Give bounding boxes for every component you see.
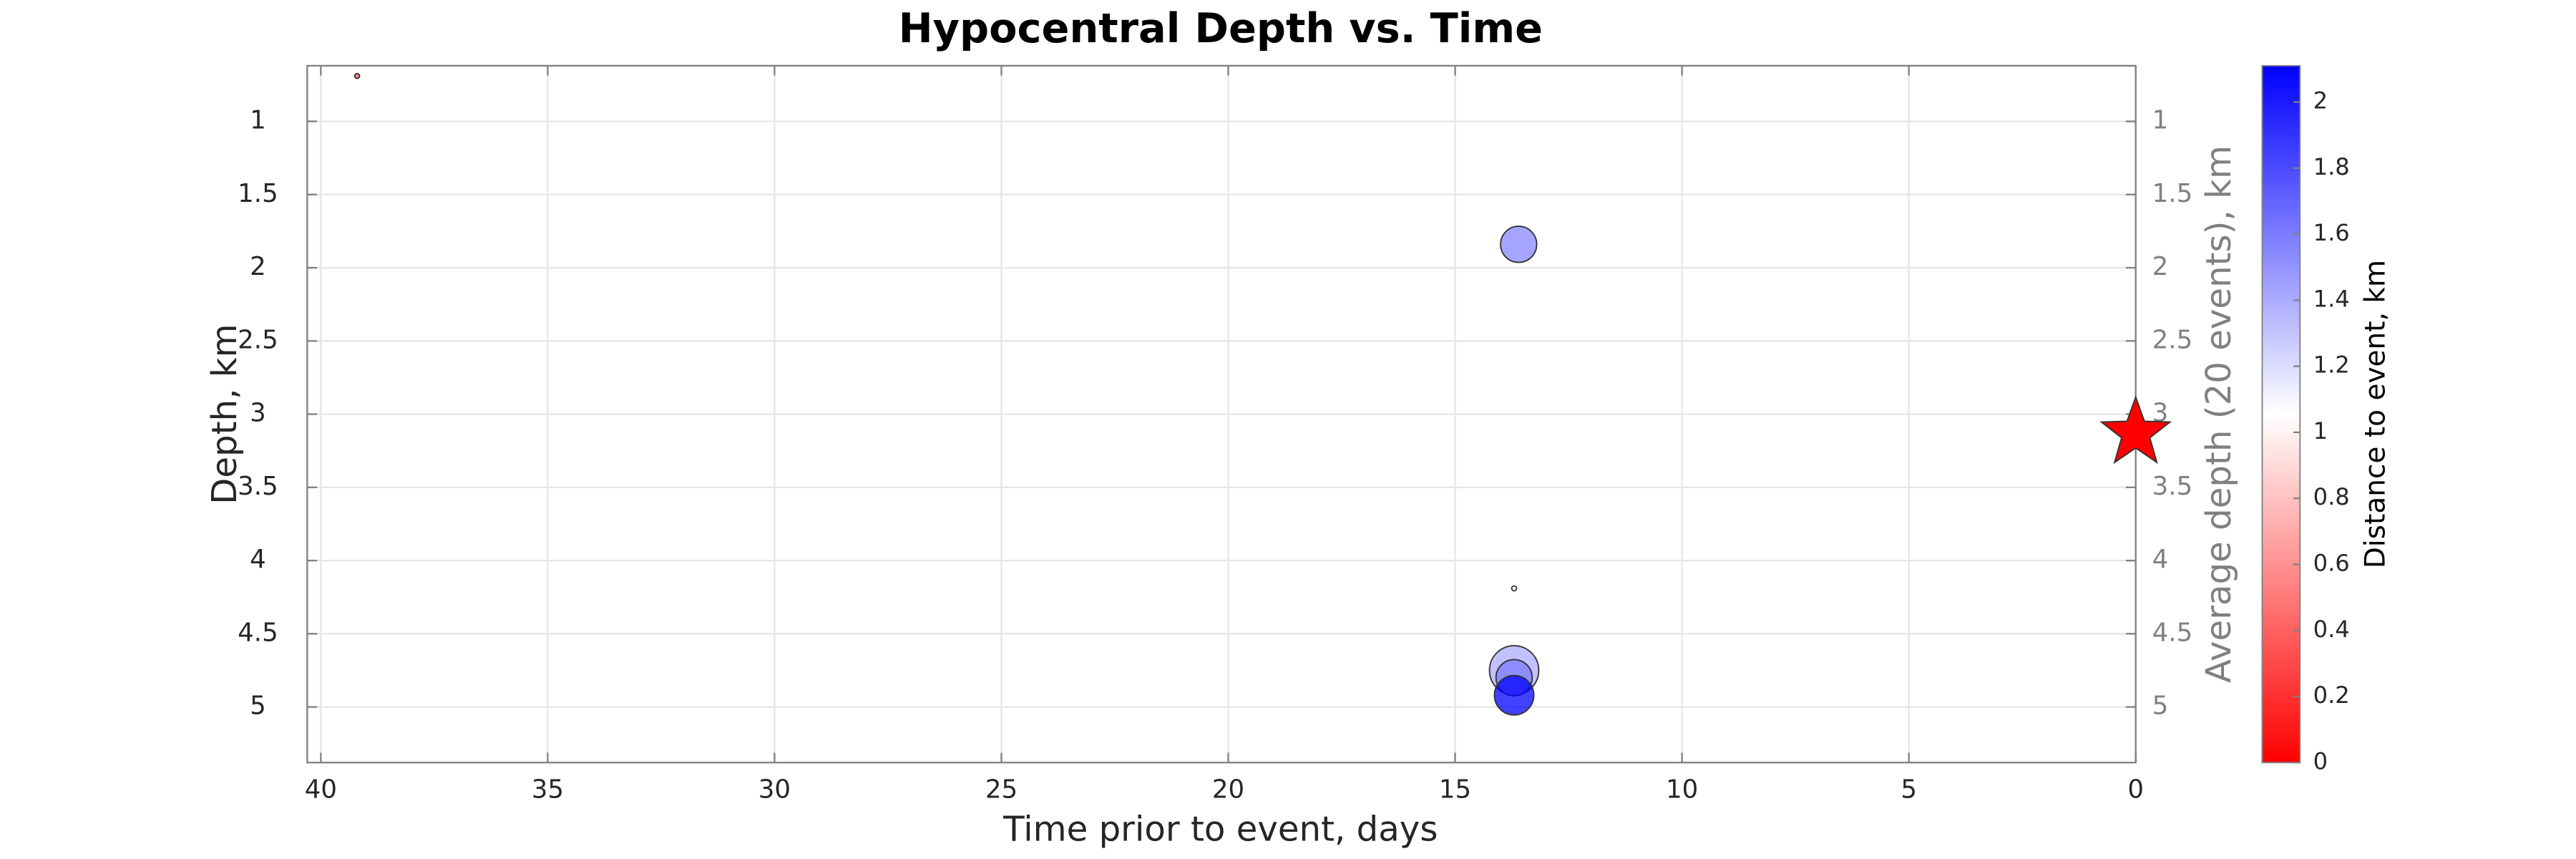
colorbar-tick-label: 0.6 [2313, 549, 2350, 576]
y-tick-label: 1 [250, 106, 266, 135]
data-point [1493, 674, 1535, 716]
y-axis-label: Depth, km [205, 324, 245, 504]
x-tick-label: 0 [2127, 775, 2144, 804]
y2-tick-label: 3.5 [2152, 472, 2193, 501]
y-tick-label: 4.5 [238, 618, 278, 647]
colorbar-tick-label: 1.4 [2313, 285, 2350, 312]
colorbar-tick-label: 1.2 [2313, 351, 2350, 379]
colorbar [2261, 64, 2301, 764]
y2-tick-label: 4.5 [2152, 618, 2193, 647]
colorbar-tick-label: 1 [2313, 417, 2328, 445]
data-point [1511, 585, 1518, 592]
x-tick-label: 40 [305, 775, 337, 804]
x-tick-label: 35 [532, 775, 564, 804]
x-axis-label: Time prior to event, days [1002, 810, 1438, 850]
colorbar-label: Distance to event, km [2360, 260, 2392, 568]
data-point [353, 72, 361, 79]
y-tick-label: 5 [250, 691, 266, 721]
y-tick-label: 4 [250, 545, 266, 574]
x-tick-label: 20 [1212, 775, 1244, 804]
mainshock-star [2099, 394, 2172, 465]
y2-tick-label: 4 [2152, 545, 2169, 574]
colorbar-tick-label: 0 [2313, 747, 2328, 775]
colorbar-tick-label: 1.8 [2313, 153, 2350, 180]
y2-tick-label: 1.5 [2152, 179, 2193, 208]
y2-axis-label: Average depth (20 events), km [2199, 145, 2239, 683]
y2-tick-label: 5 [2152, 691, 2169, 721]
colorbar-tick-label: 0.4 [2313, 616, 2350, 643]
y-tick-label: 2.5 [238, 325, 278, 354]
colorbar-tick-label: 1.6 [2313, 219, 2350, 246]
y2-tick-label: 1 [2152, 106, 2169, 135]
x-tick-label: 5 [1901, 775, 1917, 804]
y-tick-label: 3.5 [238, 472, 278, 501]
y2-tick-label: 3 [2152, 399, 2169, 428]
y-tick-label: 3 [250, 399, 266, 428]
x-tick-label: 25 [985, 775, 1018, 804]
y2-tick-label: 2.5 [2152, 325, 2193, 354]
colorbar-tick-label: 0.2 [2313, 681, 2350, 709]
x-tick-label: 15 [1439, 775, 1471, 804]
x-tick-label: 10 [1666, 775, 1698, 804]
x-tick-label: 30 [758, 775, 791, 804]
chart-title: Hypocentral Depth vs. Time [899, 4, 1543, 52]
y-tick-label: 2 [250, 252, 266, 281]
colorbar-tick-label: 0.8 [2313, 483, 2350, 510]
data-point [1500, 225, 1538, 263]
y-tick-label: 1.5 [238, 179, 278, 208]
colorbar-tick-label: 2 [2313, 87, 2328, 115]
y2-tick-label: 2 [2152, 252, 2169, 281]
